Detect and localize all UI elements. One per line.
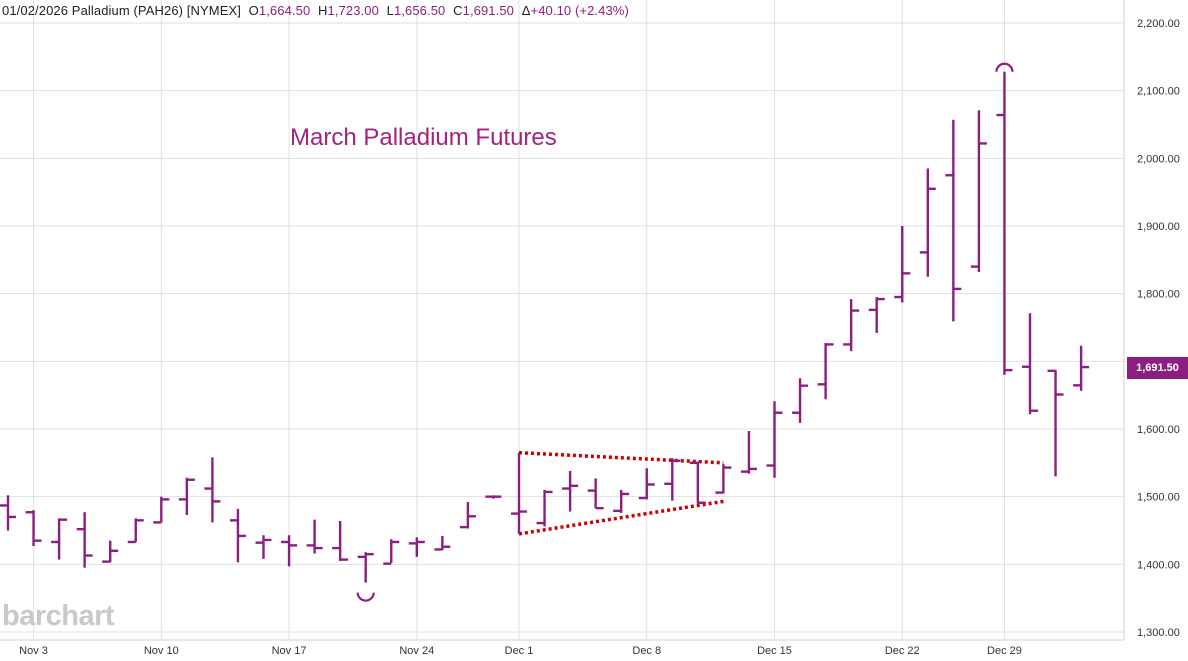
- open-label: O: [248, 3, 259, 18]
- high-marker-arc: [995, 62, 1014, 72]
- x-tick-label: Dec 22: [885, 645, 920, 657]
- ohlc-bar: [25, 510, 42, 547]
- x-tick-label: Nov 3: [19, 645, 48, 657]
- ohlc-bar: [51, 518, 68, 560]
- ohlc-bar: [536, 489, 553, 527]
- high-value: 1,723.00: [327, 3, 379, 18]
- header-symbol: Palladium (PAH26) [NYMEX]: [71, 3, 241, 18]
- ohlc-bar: [843, 299, 860, 352]
- open-value: 1,664.50: [258, 3, 311, 18]
- ohlc-bar: [332, 521, 349, 561]
- ohlc-bar: [204, 457, 221, 523]
- y-tick-label: 1,400.00: [1137, 559, 1180, 571]
- ohlc-bar: [1073, 345, 1090, 391]
- close-label: C: [453, 3, 463, 18]
- price-bars: [0, 71, 1090, 583]
- triangle-upper-line: [518, 450, 724, 465]
- ohlc-bar: [434, 535, 451, 551]
- y-axis: 2,200.00 2,100.00 2,000.00 1,900.00 1,800.00…: [1137, 18, 1180, 639]
- x-tick-label: Dec 8: [632, 645, 661, 657]
- ohlc-bar: [127, 518, 144, 544]
- x-tick-label: Nov 24: [399, 645, 434, 657]
- ohlc-bar: [613, 489, 630, 513]
- y-tick-label: 1,600.00: [1137, 424, 1180, 436]
- low-value: 1,656.50: [393, 3, 446, 18]
- ohlc-bar: [919, 168, 936, 277]
- ohlc-bar: [383, 539, 400, 565]
- x-tick-label: Nov 17: [272, 645, 307, 657]
- ohlc-bar: [153, 496, 170, 524]
- pattern-annotations: [356, 62, 1014, 602]
- x-axis: Nov 3 Nov 10 Nov 17 Nov 24 Dec 1 Dec 8 Dec 15 D…: [19, 645, 1022, 657]
- ohlc-bar: [485, 495, 502, 499]
- ohlc-bar: [0, 495, 16, 531]
- change-value: +40.10 (+2.43%): [530, 3, 629, 18]
- ohlc-bar: [76, 512, 93, 568]
- y-tick-label: 2,200.00: [1137, 18, 1180, 30]
- ohlc-bar: [511, 452, 527, 534]
- last-price-tag: 1,691.50: [1127, 357, 1188, 379]
- ohlc-bar: [255, 535, 272, 559]
- x-tick-label: Nov 10: [144, 645, 179, 657]
- y-tick-label: 1,300.00: [1137, 627, 1180, 639]
- annotation-title: March Palladium Futures: [290, 124, 557, 151]
- ohlc-bar: [740, 431, 757, 474]
- ohlc-bar: [459, 502, 476, 529]
- ohlc-bar: [715, 464, 732, 494]
- header-date: 01/02/2026: [2, 3, 69, 18]
- ohlc-bar: [281, 535, 298, 567]
- change-label: Δ: [521, 3, 531, 18]
- triangle-lower-line: [518, 499, 724, 536]
- grid-lines: [0, 0, 1125, 641]
- ohlc-bar: [970, 110, 987, 273]
- y-tick-label: 1,900.00: [1137, 221, 1180, 233]
- barchart-logo: barchart: [2, 600, 115, 632]
- ohlc-bar: [996, 71, 1013, 375]
- low-marker-arc: [356, 592, 375, 602]
- ohlc-bar: [178, 477, 195, 515]
- ohlc-bar: [945, 119, 962, 322]
- x-tick-label: Dec 15: [757, 645, 792, 657]
- ohlc-bar: [817, 343, 834, 400]
- ohlc-bar: [868, 297, 885, 333]
- ohlc-bar: [792, 378, 809, 423]
- ohlc-bar: [408, 537, 425, 557]
- ohlc-bar: [102, 540, 119, 563]
- ohlc-bar: [766, 401, 783, 478]
- ohlc-bar: [562, 470, 579, 512]
- y-tick-label: 2,000.00: [1137, 153, 1180, 165]
- ohlc-bar: [1047, 369, 1064, 477]
- x-tick-label: Dec 1: [505, 645, 534, 657]
- ohlc-bar: [664, 458, 681, 501]
- close-value: 1,691.50: [462, 3, 515, 18]
- y-tick-label: 2,100.00: [1137, 86, 1180, 98]
- price-header: 01/02/2026 Palladium (PAH26) [NYMEX] O1,…: [2, 3, 629, 18]
- ohlc-bar: [1022, 313, 1038, 415]
- low-label: L: [386, 3, 394, 18]
- y-tick-label: 1,800.00: [1137, 289, 1180, 301]
- ohlc-bar: [357, 552, 374, 583]
- x-tick-label: Dec 29: [987, 645, 1022, 657]
- y-tick-label: 1,500.00: [1137, 492, 1180, 504]
- ohlc-bar: [894, 226, 911, 303]
- ohlc-bar: [306, 519, 323, 554]
- ohlc-bar: [229, 508, 246, 563]
- ohlc-bar: [638, 468, 655, 500]
- high-label: H: [318, 3, 328, 18]
- ohlc-bar: [689, 461, 706, 504]
- ohlc-bar: [587, 478, 604, 510]
